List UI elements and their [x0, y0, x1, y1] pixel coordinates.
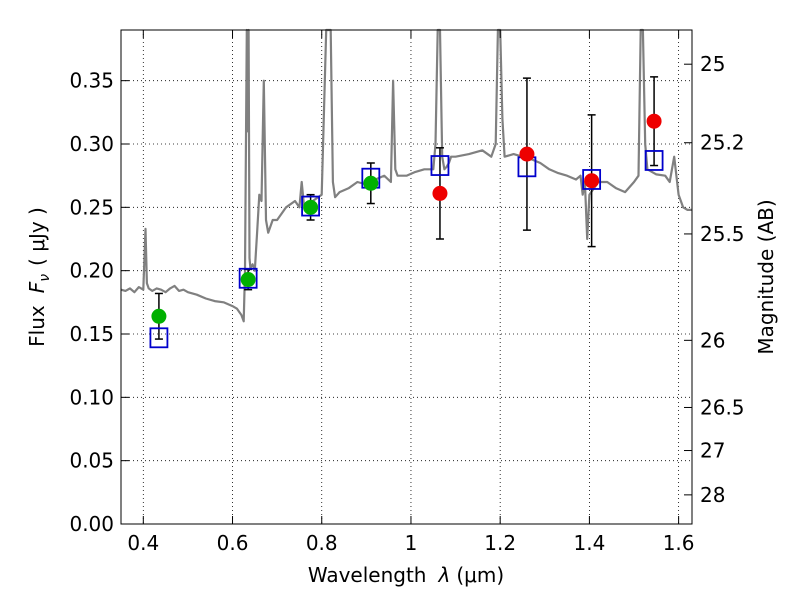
y-tick-label: 0.30 — [69, 132, 114, 156]
y-tick-label: 0.25 — [69, 195, 114, 219]
y-tick-label: 0.15 — [69, 322, 114, 346]
measured-points — [151, 113, 662, 324]
x-tick-label: 1.4 — [573, 531, 605, 555]
spectrum-series — [120, 28, 692, 323]
model-photometry-boxes — [149, 150, 664, 349]
green-data-point — [303, 199, 319, 215]
green-data-point — [363, 175, 379, 191]
spectrum-line — [120, 28, 692, 323]
x-tick-label: 0.6 — [217, 531, 249, 555]
y-tick-label: 0.20 — [69, 259, 114, 283]
model-box-marker — [238, 267, 258, 289]
green-data-point — [151, 308, 167, 324]
x-tick-label: 0.4 — [127, 531, 159, 555]
x-axis-label: Wavelength λ (μm) — [308, 563, 504, 587]
red-data-point — [519, 146, 535, 162]
y-axis-label: FluxFν( μJy ) — [25, 207, 53, 347]
y-tick-label: 0.35 — [69, 69, 114, 93]
model-box-marker — [301, 195, 320, 217]
green-data-point — [240, 272, 256, 288]
model-box-marker — [430, 155, 450, 176]
x-tick-label: 1.6 — [663, 531, 695, 555]
y2-tick-label: 25 — [700, 52, 725, 76]
axis-ticks: 0.4 0.6 0.8 1 1.2 1.4 1.6 0.00 0.05 0.10 0.15 0.20 0… — [69, 30, 745, 555]
y2-tick-label: 28 — [700, 483, 725, 507]
y-tick-label: 0.10 — [69, 385, 114, 409]
y-tick-label: 0.05 — [69, 449, 114, 473]
y2-tick-label: 25.2 — [700, 131, 745, 155]
y2-axis-label: Magnitude (AB) — [754, 199, 778, 354]
red-data-point — [646, 113, 662, 129]
error-bars — [154, 76, 659, 340]
model-box-marker — [644, 150, 664, 171]
grid — [121, 30, 692, 525]
y2-tick-label: 26.5 — [700, 395, 745, 419]
y2-tick-label: 27 — [700, 439, 725, 463]
red-data-point — [432, 185, 448, 201]
x-tick-label: 1.2 — [484, 531, 516, 555]
model-box-marker — [582, 169, 602, 190]
plot-frame — [120, 29, 693, 525]
y2-tick-label: 25.5 — [700, 222, 745, 246]
x-tick-label: 0.8 — [306, 531, 338, 555]
model-box-marker — [149, 327, 169, 349]
y2-tick-label: 26 — [700, 328, 725, 352]
y-tick-label: 0.00 — [69, 512, 114, 536]
red-data-point — [584, 173, 600, 189]
x-tick-label: 1 — [405, 531, 418, 555]
